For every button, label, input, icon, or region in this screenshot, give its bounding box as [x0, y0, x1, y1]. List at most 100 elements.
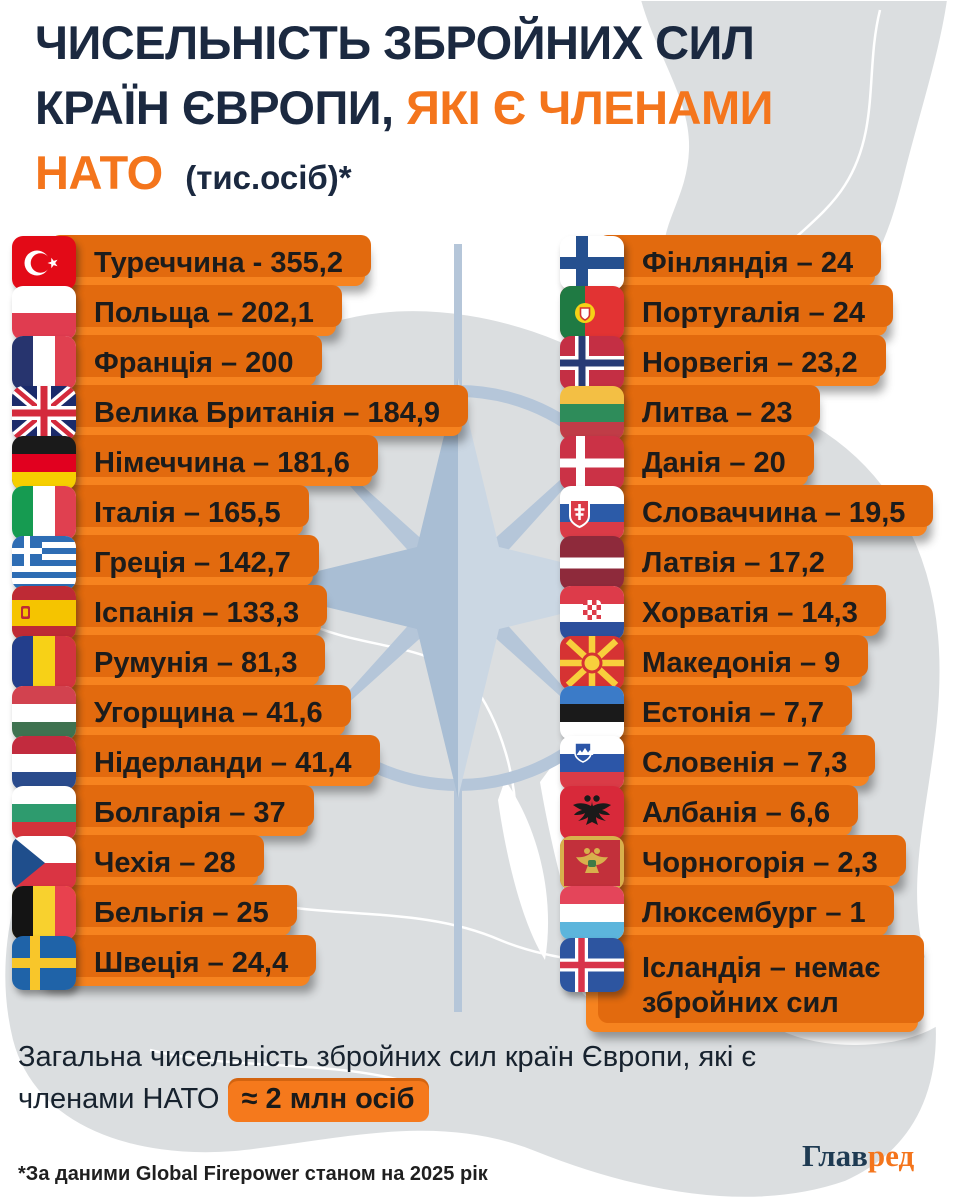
- country-pill: Нідерланди – 41,4: [38, 735, 380, 786]
- page-title: ЧИСЕЛЬНІСТЬ ЗБРОЙНИХ СИЛ КРАЇН ЄВРОПИ, Я…: [35, 10, 773, 210]
- country-pill: Литва – 23: [586, 385, 821, 436]
- country-label: Литва – 23: [642, 396, 793, 429]
- country-pill: Велика Британія – 184,9: [38, 385, 469, 436]
- country-pill: Словаччина – 19,5: [586, 485, 934, 536]
- luxembourg-flag-icon: [560, 886, 624, 940]
- country-pill: Ісландія – немає збройних сил: [586, 935, 924, 1032]
- country-pill: Албанія – 6,6: [586, 785, 859, 836]
- country-pill: Португалія – 24: [586, 285, 894, 336]
- summary: Загальна чисельність збройних сил країн …: [18, 1036, 808, 1123]
- title-nato: НАТО: [35, 146, 163, 199]
- country-pill: Угорщина – 41,6: [38, 685, 351, 736]
- country-pill: Франція – 200: [38, 335, 322, 386]
- country-pill: Македонія – 9: [586, 635, 869, 686]
- footnote: *За даними Global Firepower станом на 20…: [18, 1163, 488, 1185]
- portugal-flag-icon: [560, 286, 624, 340]
- italy-flag-icon: [12, 486, 76, 540]
- country-pill: Бельгія – 25: [38, 885, 297, 936]
- country-label: Словенія – 7,3: [642, 746, 848, 779]
- country-pill: Словенія – 7,3: [586, 735, 876, 786]
- germany-flag-icon: [12, 436, 76, 490]
- romania-flag-icon: [12, 636, 76, 690]
- country-label: Греція – 142,7: [94, 546, 291, 579]
- country-label: Люксембург – 1: [642, 896, 866, 929]
- france-flag-icon: [12, 336, 76, 390]
- macedonia-flag-icon: [560, 636, 624, 690]
- country-label: Фінляндія – 24: [642, 246, 854, 279]
- country-label: Хорватія – 14,3: [642, 596, 858, 629]
- country-label: Румунія – 81,3: [94, 646, 298, 679]
- country-label: Норвегія – 23,2: [642, 346, 858, 379]
- summary-total-badge: ≈ 2 млн осіб: [227, 1078, 429, 1123]
- country-pill: Норвегія – 23,2: [586, 335, 886, 386]
- country-pill: Італія – 165,5: [38, 485, 309, 536]
- country-pill: Польща – 202,1: [38, 285, 342, 336]
- greece-flag-icon: [12, 536, 76, 590]
- country-pill: Іспанія – 133,3: [38, 585, 328, 636]
- country-label: Угорщина – 41,6: [94, 696, 323, 729]
- country-pill: Чорногорія – 2,3: [586, 835, 906, 886]
- country-pill: Румунія – 81,3: [38, 635, 326, 686]
- estonia-flag-icon: [560, 686, 624, 740]
- country-label: Албанія – 6,6: [642, 796, 831, 829]
- country-pill: Греція – 142,7: [38, 535, 319, 586]
- denmark-flag-icon: [560, 436, 624, 490]
- latvia-flag-icon: [560, 536, 624, 590]
- country-label: Ісландія – немає збройних сил: [642, 951, 881, 1019]
- country-label: Іспанія – 133,3: [94, 596, 300, 629]
- country-pill: Швеція – 24,4: [38, 935, 317, 986]
- sweden-flag-icon: [12, 936, 76, 990]
- country-pill: Болгарія – 37: [38, 785, 314, 836]
- uk-flag-icon: [12, 386, 76, 440]
- country-label: Латвія – 17,2: [642, 546, 825, 579]
- country-pill: Фінляндія – 24: [586, 235, 882, 286]
- iceland-flag-icon: [560, 938, 624, 992]
- norway-flag-icon: [560, 336, 624, 390]
- country-pill: Люксембург – 1: [586, 885, 894, 936]
- country-label: Чехія – 28: [94, 846, 236, 879]
- slovakia-flag-icon: [560, 486, 624, 540]
- country-label: Словаччина – 19,5: [642, 496, 906, 529]
- country-label: Туреччина - 355,2: [94, 246, 343, 279]
- country-label: Македонія – 9: [642, 646, 841, 679]
- country-label: Португалія – 24: [642, 296, 866, 329]
- glavred-logo: Главред: [802, 1138, 914, 1174]
- country-pill: Латвія – 17,2: [586, 535, 853, 586]
- netherlands-flag-icon: [12, 736, 76, 790]
- country-label: Болгарія – 37: [94, 796, 286, 829]
- logo-part-dark: Глав: [802, 1138, 868, 1173]
- country-pill: Німеччина – 181,6: [38, 435, 378, 486]
- albania-flag-icon: [560, 786, 624, 840]
- poland-flag-icon: [12, 286, 76, 340]
- turkey-flag-icon: [12, 236, 76, 290]
- country-pill: Хорватія – 14,3: [586, 585, 886, 636]
- country-label: Данія – 20: [642, 446, 786, 479]
- title-line2-orange: ЯКІ Є ЧЛЕНАМИ: [406, 81, 773, 134]
- country-label: Нідерланди – 41,4: [94, 746, 352, 779]
- czechia-flag-icon: [12, 836, 76, 890]
- bulgaria-flag-icon: [12, 786, 76, 840]
- country-pill: Естонія – 7,7: [586, 685, 853, 736]
- title-line1: ЧИСЕЛЬНІСТЬ ЗБРОЙНИХ СИЛ: [35, 16, 755, 69]
- croatia-flag-icon: [560, 586, 624, 640]
- lithuania-flag-icon: [560, 386, 624, 440]
- country-label: Чорногорія – 2,3: [642, 846, 878, 879]
- title-units: (тис.осіб)*: [185, 159, 352, 196]
- slovenia-flag-icon: [560, 736, 624, 790]
- country-label: Велика Британія – 184,9: [94, 396, 441, 429]
- country-label: Швеція – 24,4: [94, 946, 289, 979]
- country-label: Німеччина – 181,6: [94, 446, 350, 479]
- country-label: Італія – 165,5: [94, 496, 281, 529]
- finland-flag-icon: [560, 236, 624, 290]
- country-label: Естонія – 7,7: [642, 696, 825, 729]
- summary-text: Загальна чисельність збройних сил країн …: [18, 1041, 757, 1116]
- country-label: Польща – 202,1: [94, 296, 314, 329]
- hungary-flag-icon: [12, 686, 76, 740]
- country-label: Бельгія – 25: [94, 896, 269, 929]
- title-line2-dark: КРАЇН ЄВРОПИ,: [35, 81, 394, 134]
- logo-part-orange: ред: [867, 1138, 915, 1173]
- country-label: Франція – 200: [94, 346, 294, 379]
- belgium-flag-icon: [12, 886, 76, 940]
- country-pill: Туреччина - 355,2: [38, 235, 371, 286]
